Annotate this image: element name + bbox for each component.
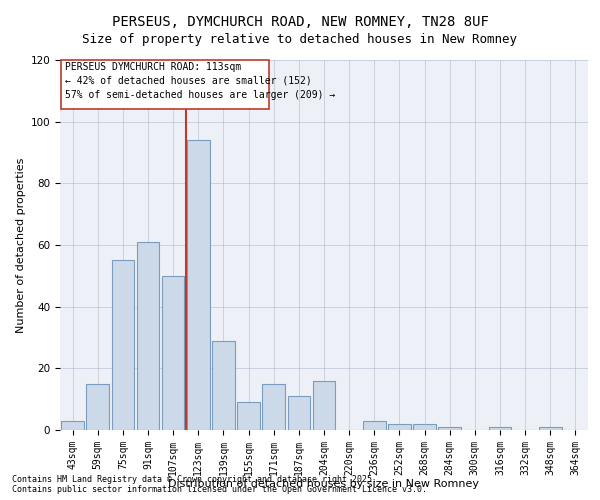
Bar bbox=[237, 402, 260, 430]
Text: ← 42% of detached houses are smaller (152): ← 42% of detached houses are smaller (15… bbox=[65, 76, 312, 86]
Text: PERSEUS, DYMCHURCH ROAD, NEW ROMNEY, TN28 8UF: PERSEUS, DYMCHURCH ROAD, NEW ROMNEY, TN2… bbox=[112, 15, 488, 29]
X-axis label: Distribution of detached houses by size in New Romney: Distribution of detached houses by size … bbox=[169, 479, 479, 489]
Bar bbox=[112, 260, 134, 430]
Bar bbox=[137, 242, 160, 430]
Bar bbox=[363, 421, 386, 430]
Y-axis label: Number of detached properties: Number of detached properties bbox=[16, 158, 26, 332]
Bar bbox=[212, 340, 235, 430]
Text: PERSEUS DYMCHURCH ROAD: 113sqm: PERSEUS DYMCHURCH ROAD: 113sqm bbox=[65, 62, 241, 72]
Bar bbox=[539, 427, 562, 430]
FancyBboxPatch shape bbox=[61, 60, 269, 110]
Bar bbox=[187, 140, 209, 430]
Text: Size of property relative to detached houses in New Romney: Size of property relative to detached ho… bbox=[83, 32, 517, 46]
Text: Contains HM Land Registry data © Crown copyright and database right 2025.: Contains HM Land Registry data © Crown c… bbox=[12, 475, 377, 484]
Bar bbox=[313, 380, 335, 430]
Text: 57% of semi-detached houses are larger (209) →: 57% of semi-detached houses are larger (… bbox=[65, 90, 335, 100]
Bar bbox=[86, 384, 109, 430]
Bar bbox=[162, 276, 184, 430]
Bar bbox=[262, 384, 285, 430]
Bar bbox=[439, 427, 461, 430]
Bar bbox=[388, 424, 411, 430]
Bar bbox=[61, 421, 84, 430]
Bar bbox=[287, 396, 310, 430]
Bar bbox=[488, 427, 511, 430]
Text: Contains public sector information licensed under the Open Government Licence v3: Contains public sector information licen… bbox=[12, 485, 427, 494]
Bar bbox=[413, 424, 436, 430]
